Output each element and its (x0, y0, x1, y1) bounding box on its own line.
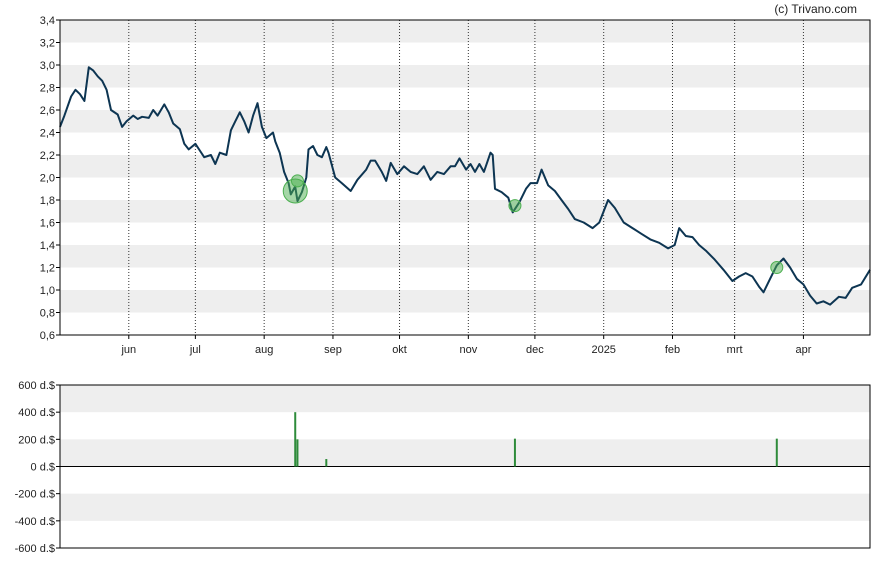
price-x-tick-label: sep (324, 344, 342, 356)
price-y-tick-label: 2,4 (40, 128, 55, 140)
price-x-tick-label: jul (189, 344, 201, 356)
price-y-tick-label: 3,2 (40, 38, 55, 50)
price-x-tick-label: aug (255, 344, 273, 356)
price-x-tick-label: feb (665, 344, 680, 356)
dividend-event-marker (290, 174, 304, 188)
dividend-event-marker (508, 199, 522, 213)
bar-band (60, 493, 870, 521)
bar-y-tick-label: -200 d.$ (15, 489, 55, 501)
bar-plot-border (59, 384, 871, 549)
price-x-tick-label: okt (392, 344, 407, 356)
price-band (60, 200, 870, 223)
price-band (60, 245, 870, 268)
price-x-tick-label: apr (795, 344, 811, 356)
price-chart: 0,6 0,8 1,0 1,2 1,4 1,6 1,8 2,0 2,2 2,4 2,6 2,8 3,0 3… (40, 15, 871, 356)
bar-y-axis-ticks: 600 d.$ 400 d.$ 200 d.$ 0 d.$ -200 d.$ -400 d… (15, 380, 60, 555)
price-line (59, 66, 871, 306)
price-x-axis-ticks: jun jul aug sep okt nov dec 2025 feb mrt apr (120, 335, 812, 356)
bar-y-tick-label: 0 d.$ (31, 462, 55, 474)
price-y-tick-label: 1,2 (40, 263, 55, 275)
price-y-tick-label: 1,8 (40, 195, 55, 207)
price-y-tick-label: 1,4 (40, 240, 55, 252)
price-y-tick-label: 0,6 (40, 330, 55, 342)
price-x-tick-label: dec (526, 344, 544, 356)
price-y-tick-label: 3,4 (40, 15, 55, 27)
price-band (60, 110, 870, 133)
price-plot-border (59, 19, 871, 336)
price-band (60, 290, 870, 313)
price-frame (59, 19, 871, 336)
price-y-tick-label: 0,8 (40, 308, 55, 320)
dividend-event-marker (770, 261, 784, 274)
price-y-tick-label: 1,6 (40, 218, 55, 230)
bar-band (60, 439, 870, 467)
bar-y-tick-label: -600 d.$ (15, 543, 55, 555)
bar-y-tick-label: 600 d.$ (18, 380, 55, 392)
price-band (60, 20, 870, 43)
bar-band (60, 385, 870, 413)
bar-y-tick-label: -400 d.$ (15, 516, 55, 528)
price-band (60, 65, 870, 88)
price-series (59, 66, 871, 306)
price-y-tick-label: 2,0 (40, 173, 55, 185)
price-y-tick-label: 2,6 (40, 105, 55, 117)
price-event-markers (282, 174, 784, 274)
price-y-tick-label: 3,0 (40, 60, 55, 72)
copyright-credit: (c) Trivano.com (774, 2, 857, 16)
price-y-tick-label: 2,2 (40, 150, 55, 162)
price-x-tick-label: 2025 (591, 344, 615, 356)
price-x-tick-label: nov (459, 344, 477, 356)
bar-y-tick-label: 400 d.$ (18, 407, 55, 419)
bar-frame (59, 384, 871, 549)
bar-series (60, 412, 870, 467)
price-y-axis-ticks: 0,6 0,8 1,0 1,2 1,4 1,6 1,8 2,0 2,2 2,4 2,6 2,8 3,0 3… (40, 15, 60, 342)
price-y-tick-label: 1,0 (40, 285, 55, 297)
price-y-tick-label: 2,8 (40, 83, 55, 95)
dividend-chart: 600 d.$ 400 d.$ 200 d.$ 0 d.$ -200 d.$ -400 d… (15, 380, 871, 555)
bar-grid-bands (60, 385, 870, 521)
price-x-tick-label: mrt (727, 344, 743, 356)
bar-y-tick-label: 200 d.$ (18, 434, 55, 446)
price-x-tick-label: jun (120, 344, 136, 356)
